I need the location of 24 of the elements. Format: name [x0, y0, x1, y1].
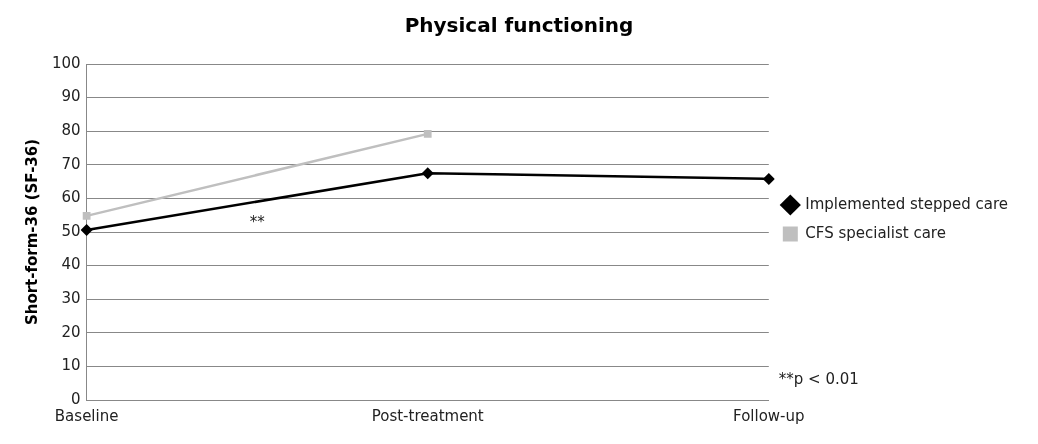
- y-axis-title: Short-form-36 (SF-36): [22, 138, 41, 326]
- y-tick-label: 100: [51, 53, 81, 72]
- y-tick-label: 20: [61, 322, 81, 341]
- annotation: **: [249, 213, 266, 232]
- text: **p < 0.01: [778, 369, 859, 388]
- point: [421, 167, 434, 180]
- y-tick-label: 70: [61, 154, 81, 173]
- y-tick-label: 30: [61, 289, 81, 308]
- x-tick-label: Post-treatment: [371, 406, 484, 425]
- point: [80, 223, 93, 236]
- chart-title: Physical functioning: [404, 13, 634, 38]
- y-tick-label: 60: [61, 188, 81, 207]
- legend-label: CFS specialist care: [805, 223, 946, 242]
- x-tick-label: Follow-up: [733, 406, 805, 425]
- x-tick-label: Baseline: [54, 406, 119, 425]
- point: [423, 130, 432, 138]
- legend-label: Implemented stepped care: [805, 194, 1009, 213]
- point: [82, 211, 91, 220]
- y-tick-label: 0: [71, 389, 81, 408]
- y-tick-label: 90: [61, 87, 81, 106]
- y-tick-label: 80: [61, 121, 81, 140]
- y-tick-label: 40: [61, 255, 81, 274]
- y-tick-label: 10: [61, 356, 81, 375]
- y-tick-label: 50: [61, 221, 81, 240]
